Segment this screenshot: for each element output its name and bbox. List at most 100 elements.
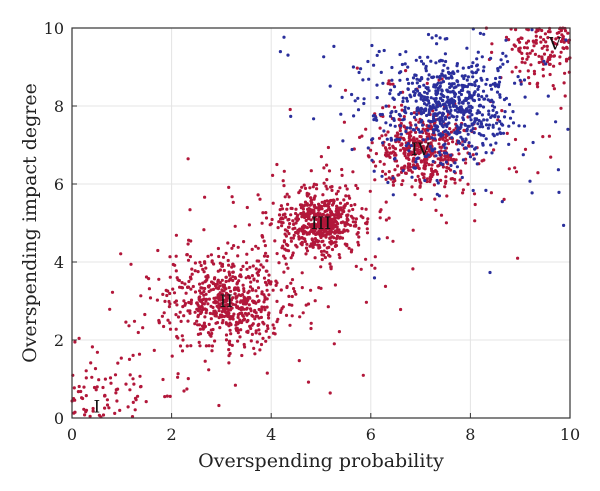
point-c5-559: [441, 80, 446, 84]
point-c4-210: [548, 55, 553, 59]
point-c5-48: [384, 104, 388, 108]
point-c3-340: [384, 177, 388, 181]
point-c5-171: [425, 91, 429, 95]
point-c1-580: [241, 264, 245, 268]
point-c1-674: [239, 320, 243, 324]
point-c2-518: [320, 213, 324, 217]
point-c1-587: [242, 240, 246, 244]
point-c4-136: [551, 84, 555, 88]
point-c2-267: [384, 200, 388, 204]
point-c5-708: [504, 96, 508, 100]
point-c5-707: [440, 123, 444, 128]
point-c4-149: [536, 85, 540, 89]
point-c2-591: [312, 182, 316, 186]
point-c1-463: [267, 335, 271, 339]
point-c1-475: [226, 241, 230, 245]
point-c5-489: [496, 85, 501, 89]
point-c5-604: [419, 106, 423, 110]
point-c2-385: [328, 232, 332, 236]
point-c1-621: [180, 285, 184, 290]
point-c5-407: [380, 112, 384, 117]
point-c2-408: [315, 187, 319, 191]
point-c3-443: [407, 135, 411, 139]
point-c2-210: [263, 244, 267, 248]
point-c5-425: [405, 77, 409, 81]
point-c1-698: [214, 286, 218, 290]
point-c1-112: [298, 315, 302, 319]
point-c2-273: [326, 145, 330, 150]
point-c5-619: [438, 116, 442, 120]
point-c1-484: [168, 327, 173, 331]
point-c1-394: [199, 311, 203, 315]
point-c4-12: [525, 57, 529, 61]
point-c5-147: [493, 81, 497, 85]
point-c5-543: [356, 108, 361, 112]
point-c5-459: [434, 96, 438, 101]
point-c1-506: [241, 283, 245, 287]
point-c5-653: [469, 82, 473, 86]
point-c5-356: [452, 115, 456, 119]
point-c1-476: [180, 281, 184, 285]
point-c2-473: [300, 229, 304, 233]
point-c5-244: [455, 64, 459, 68]
point-c2-71: [308, 186, 312, 190]
point-c0-111: [81, 396, 85, 401]
point-c5-406: [286, 53, 290, 57]
point-c3-338: [415, 137, 419, 141]
point-c2-584: [337, 230, 342, 234]
point-c4-79: [539, 35, 543, 39]
point-c2-534: [291, 236, 295, 240]
point-c1-235: [249, 339, 253, 343]
point-c1-449: [245, 252, 249, 256]
point-c0-3: [131, 377, 135, 381]
point-c5-647: [393, 138, 398, 142]
point-c5-552: [406, 65, 410, 69]
point-c5-621: [465, 129, 469, 133]
point-c0-56: [88, 414, 92, 418]
point-c2-510: [318, 207, 322, 211]
point-c1-42: [301, 311, 305, 315]
point-c5-565: [469, 118, 473, 122]
point-c5-566: [384, 121, 388, 125]
point-c1-615: [198, 299, 202, 303]
point-c2-178: [286, 202, 290, 206]
point-c1-16: [297, 235, 301, 239]
point-c5-0: [494, 76, 498, 81]
point-c2-213: [334, 209, 338, 213]
point-c4-52: [522, 46, 527, 50]
point-c0-89: [136, 394, 140, 398]
point-c1-151: [254, 267, 258, 271]
point-c0-127: [133, 408, 137, 412]
point-c1-545: [240, 311, 244, 315]
point-c2-14: [291, 219, 295, 223]
point-c4-94: [558, 55, 562, 59]
point-c5-258: [474, 152, 479, 156]
point-c5-538: [420, 76, 424, 80]
point-c3-42: [421, 127, 425, 131]
point-c5-706: [487, 109, 491, 113]
point-c1-589: [213, 299, 217, 303]
point-c5-637: [439, 134, 443, 138]
point-c1-2: [204, 344, 208, 348]
point-c3-126: [424, 131, 428, 135]
point-c1-601: [108, 307, 112, 311]
point-c1-598: [217, 306, 221, 310]
point-c5-507: [453, 161, 457, 165]
point-c5-445: [557, 190, 561, 194]
point-c2-415: [296, 231, 300, 235]
point-c5-713: [374, 116, 378, 120]
point-c1-21: [157, 277, 161, 281]
point-c2-266: [383, 284, 388, 288]
point-c3-295: [370, 141, 374, 145]
point-c0-79: [103, 406, 107, 410]
point-c5-747: [399, 132, 403, 136]
point-c0-66: [161, 377, 165, 382]
point-c0-104: [118, 408, 122, 412]
point-c5-535: [424, 108, 428, 112]
point-c1-337: [206, 275, 210, 279]
axis-ticks: 0 2 4 6 8 10 0 2 4 6 8 10: [44, 19, 581, 444]
point-c3-371: [452, 128, 456, 132]
point-c2-526: [329, 242, 333, 246]
point-c4-202: [525, 46, 530, 50]
point-c1-544: [247, 303, 251, 307]
